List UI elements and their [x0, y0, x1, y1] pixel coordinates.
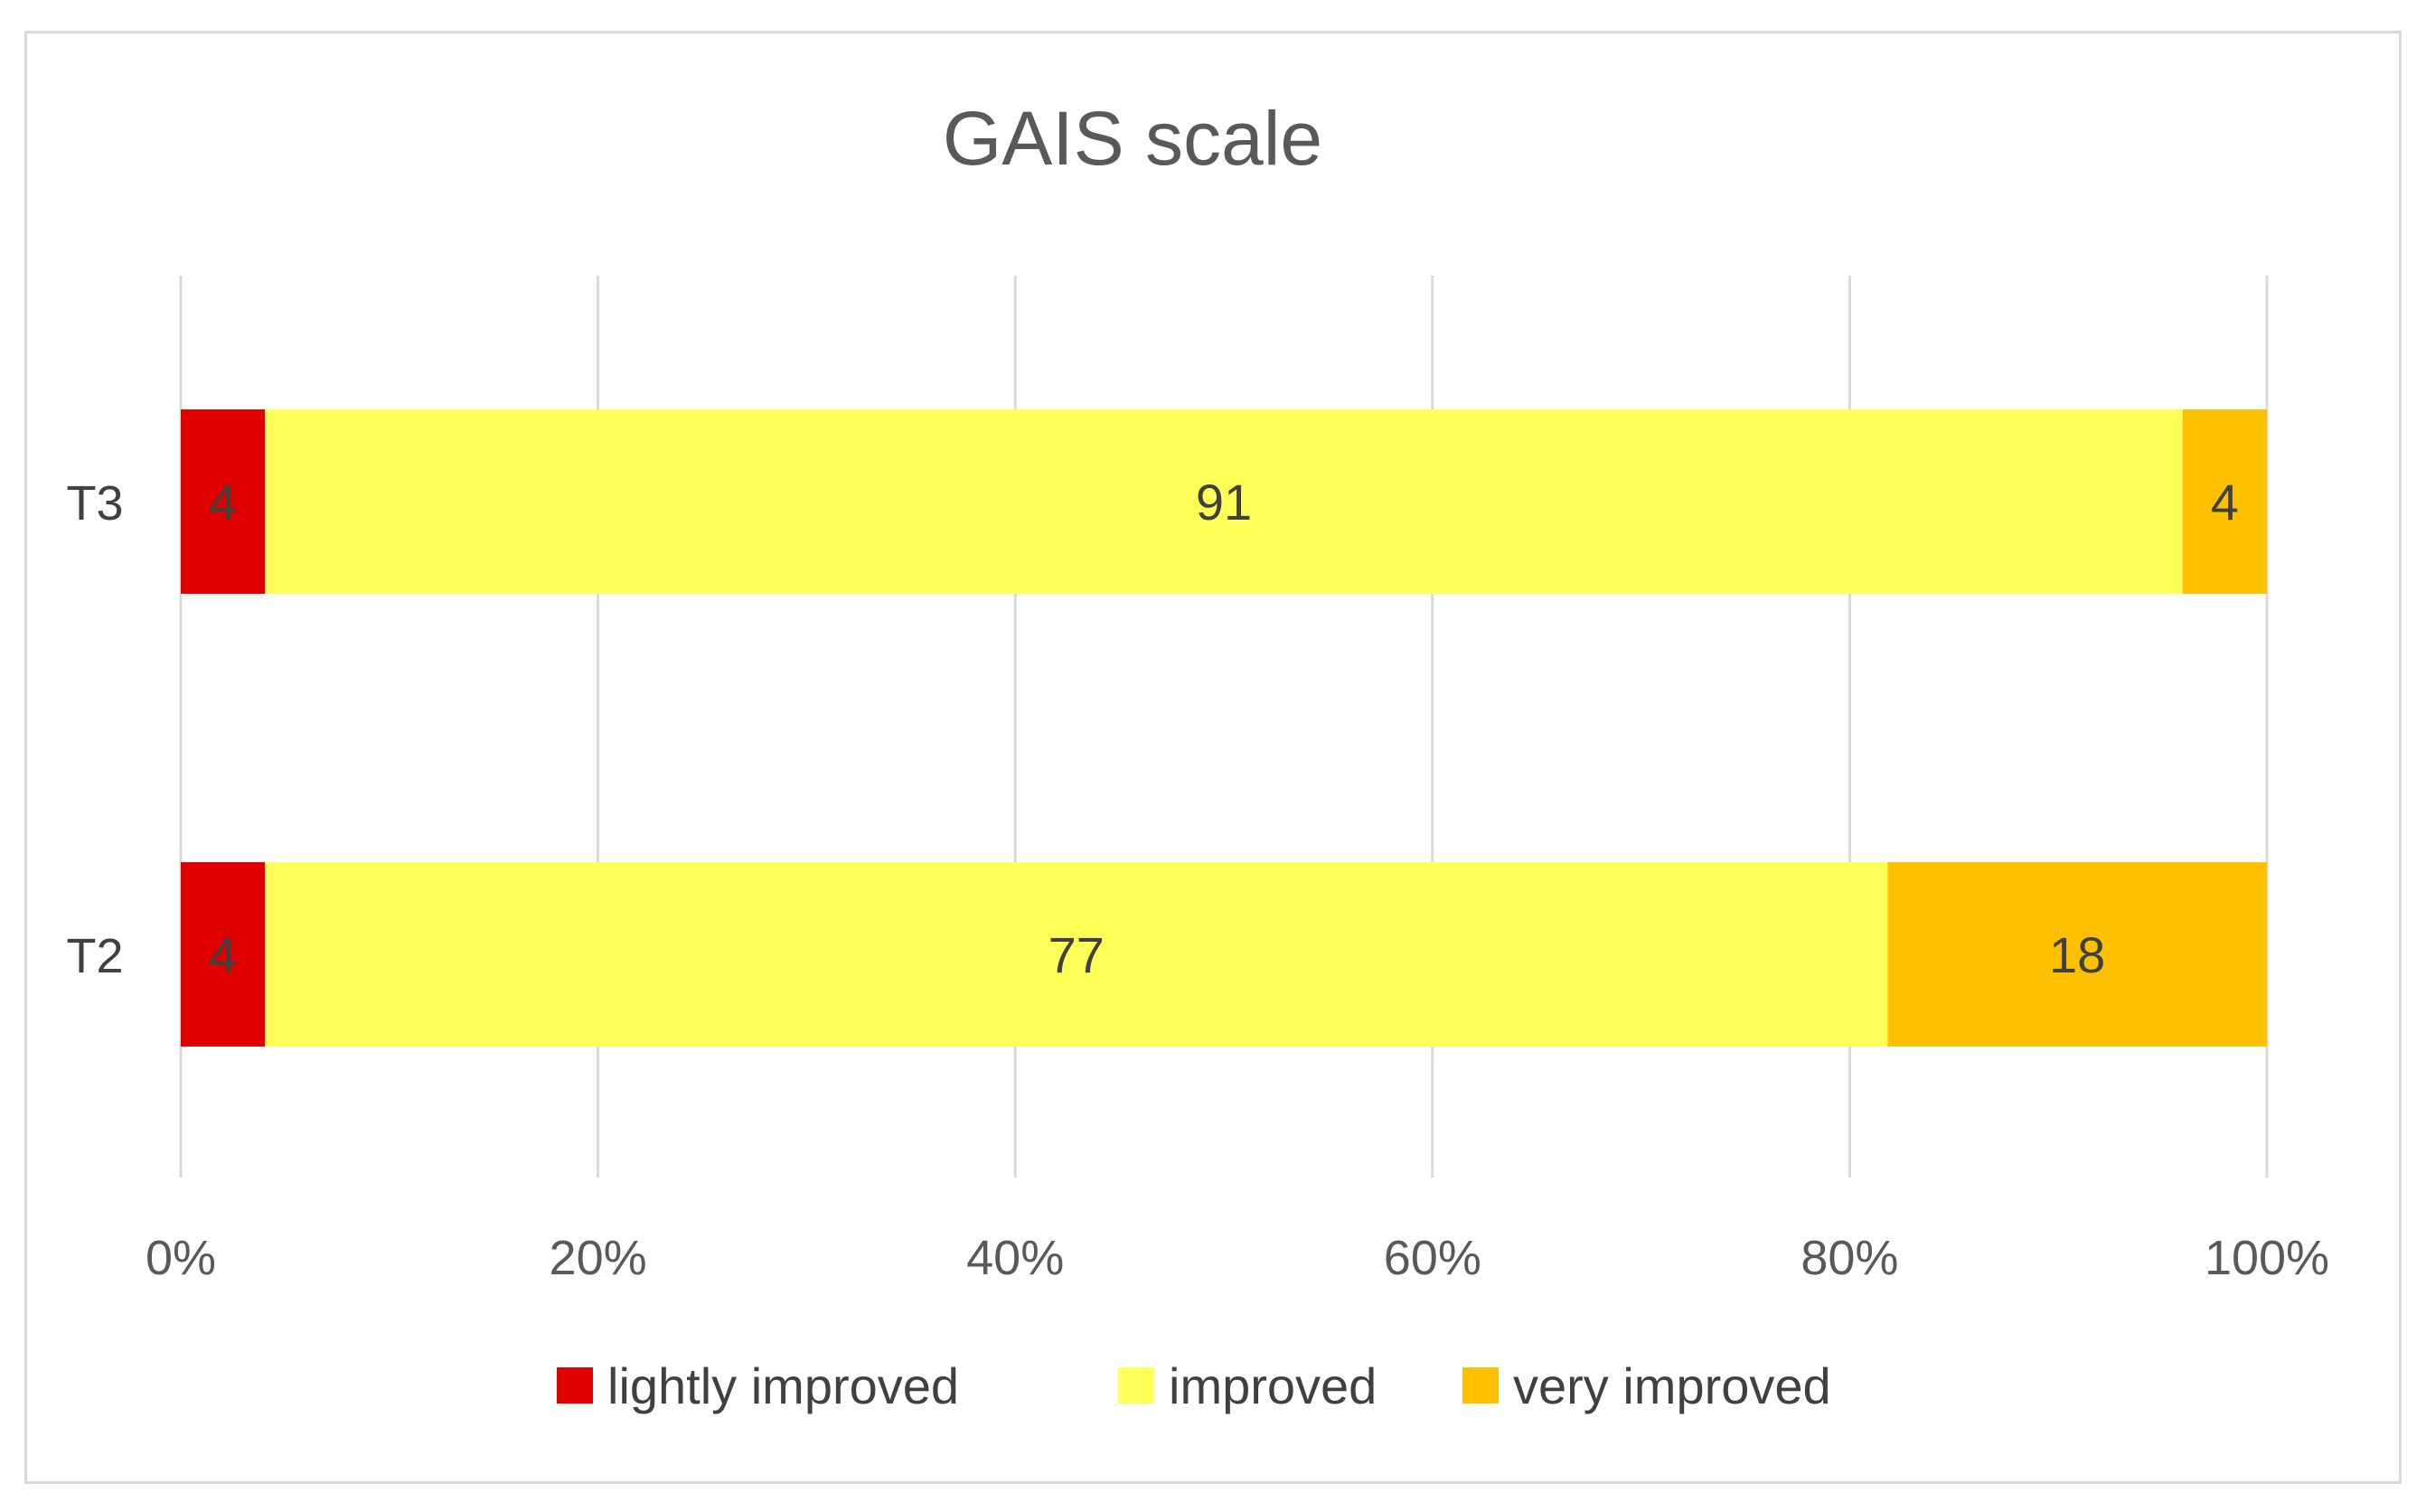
x-tick-label: 80% — [1801, 1231, 1898, 1285]
x-axis-ticks: 0% 20% 40% 60% 80% 100% — [146, 1231, 2329, 1285]
category-label: T3 — [66, 476, 123, 531]
bar-segment — [265, 862, 1888, 1047]
x-tick-label: 60% — [1384, 1231, 1481, 1285]
x-tick-label: 20% — [550, 1231, 647, 1285]
chart-frame — [24, 31, 2402, 1484]
data-label: 18 — [2049, 926, 2105, 983]
category-label: T2 — [66, 929, 123, 983]
legend-label: very improved — [1513, 1357, 1831, 1414]
bar-segment — [181, 409, 266, 594]
bar-segment — [1887, 862, 2267, 1047]
chart-title: GAIS scale — [943, 96, 1322, 181]
bar-segment — [2182, 409, 2267, 594]
legend-swatch — [1118, 1367, 1154, 1404]
bar-segment — [181, 862, 266, 1047]
legend-label: lightly improved — [607, 1357, 959, 1414]
x-tick-label: 100% — [2205, 1231, 2329, 1285]
bar-segment — [265, 409, 2183, 594]
legend-swatch — [1462, 1367, 1499, 1404]
data-label: 4 — [2211, 474, 2239, 531]
data-label: 77 — [1048, 926, 1105, 983]
data-label: 91 — [1196, 474, 1252, 531]
bars: 4 91 4 4 77 18 — [181, 409, 2267, 1047]
y-axis-categories: T3 T2 — [66, 476, 123, 983]
x-tick-label: 40% — [966, 1231, 1064, 1285]
data-label: 4 — [209, 926, 237, 983]
data-label: 4 — [209, 474, 237, 531]
legend: lightly improved improved very improved — [557, 1357, 1831, 1414]
x-tick-label: 0% — [146, 1231, 216, 1285]
legend-label: improved — [1169, 1357, 1377, 1414]
legend-swatch — [557, 1367, 593, 1404]
